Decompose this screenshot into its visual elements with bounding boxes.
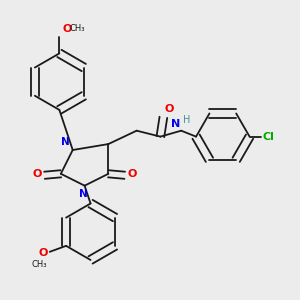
Text: O: O	[33, 169, 42, 179]
Text: Cl: Cl	[263, 132, 275, 142]
Text: CH₃: CH₃	[70, 24, 85, 33]
Text: N: N	[61, 137, 70, 147]
Text: N: N	[171, 119, 181, 129]
Text: CH₃: CH₃	[31, 260, 47, 269]
Text: H: H	[183, 115, 190, 125]
Text: O: O	[127, 169, 136, 179]
Text: N: N	[79, 189, 88, 199]
Text: O: O	[165, 104, 174, 114]
Text: O: O	[38, 248, 47, 258]
Text: O: O	[62, 24, 72, 34]
